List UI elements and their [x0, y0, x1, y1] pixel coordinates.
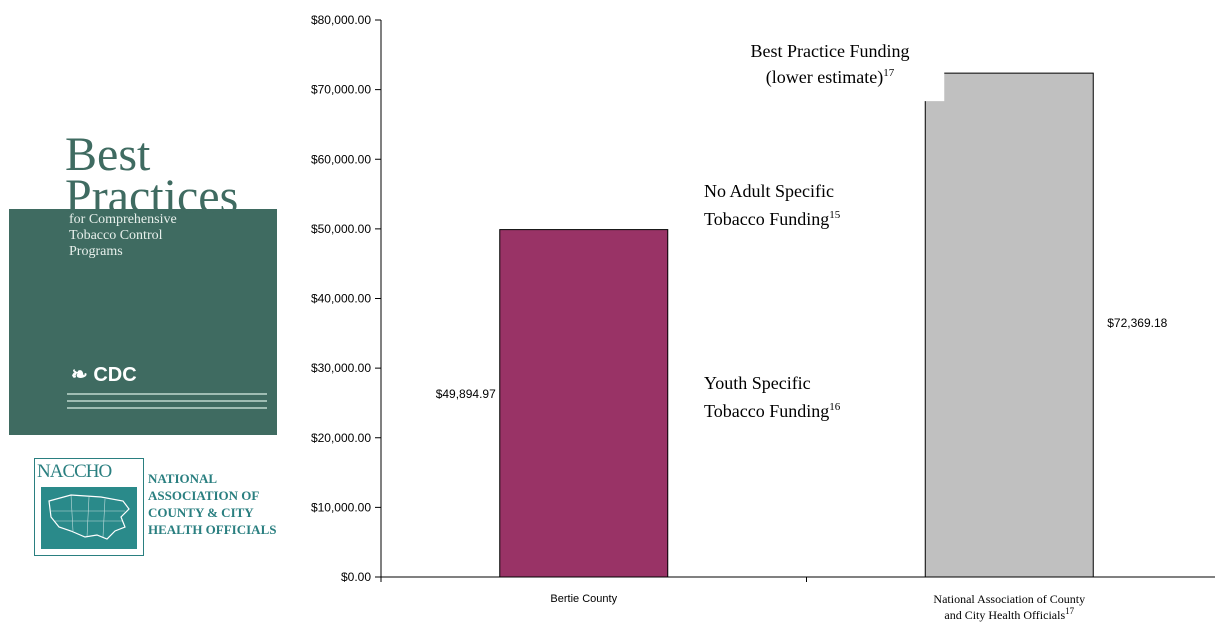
y-tick-label: $10,000.00: [311, 500, 371, 514]
bar-label-backdrop: [924, 72, 944, 101]
category-labels: Bertie County National Association of Cou…: [550, 592, 1085, 622]
annotation-line: Youth Specific: [704, 373, 811, 393]
y-tick-label: $60,000.00: [311, 152, 371, 166]
annotation-superscript: 17: [883, 67, 895, 79]
annotation-superscript: 16: [829, 401, 841, 413]
y-tick-label: $40,000.00: [311, 292, 371, 306]
annotation-line: No Adult Specific: [704, 181, 834, 201]
annotation-line: Tobacco Funding15: [704, 209, 841, 229]
category-label: and City Health Officials17: [944, 606, 1074, 622]
annotation-line: Best Practice Funding: [751, 41, 910, 61]
data-label: $49,894.97: [436, 387, 496, 401]
category-label: National Association of County: [933, 592, 1085, 606]
annotation-superscript: 15: [829, 209, 841, 221]
y-axis-ticks: $0.00 $10,000.00 $20,000.00 $30,000.00 $40,0…: [311, 13, 381, 584]
category-label: Bertie County: [550, 593, 617, 605]
y-tick-label: $30,000.00: [311, 361, 371, 375]
y-tick-label: $0.00: [341, 570, 371, 584]
data-label: $72,369.18: [1107, 316, 1167, 330]
y-tick-label: $20,000.00: [311, 431, 371, 445]
annotation-line: (lower estimate)17: [766, 67, 895, 88]
y-tick-label: $70,000.00: [311, 83, 371, 97]
y-tick-label: $50,000.00: [311, 222, 371, 236]
annotation-line: Tobacco Funding16: [704, 401, 841, 421]
y-tick-label: $80,000.00: [311, 13, 371, 27]
bar: [500, 230, 668, 577]
category-superscript: 17: [1065, 606, 1075, 616]
bar: [925, 73, 1093, 577]
bars: [500, 72, 1094, 577]
annotations: No Adult Specific Tobacco Funding15 Youth …: [704, 41, 909, 421]
